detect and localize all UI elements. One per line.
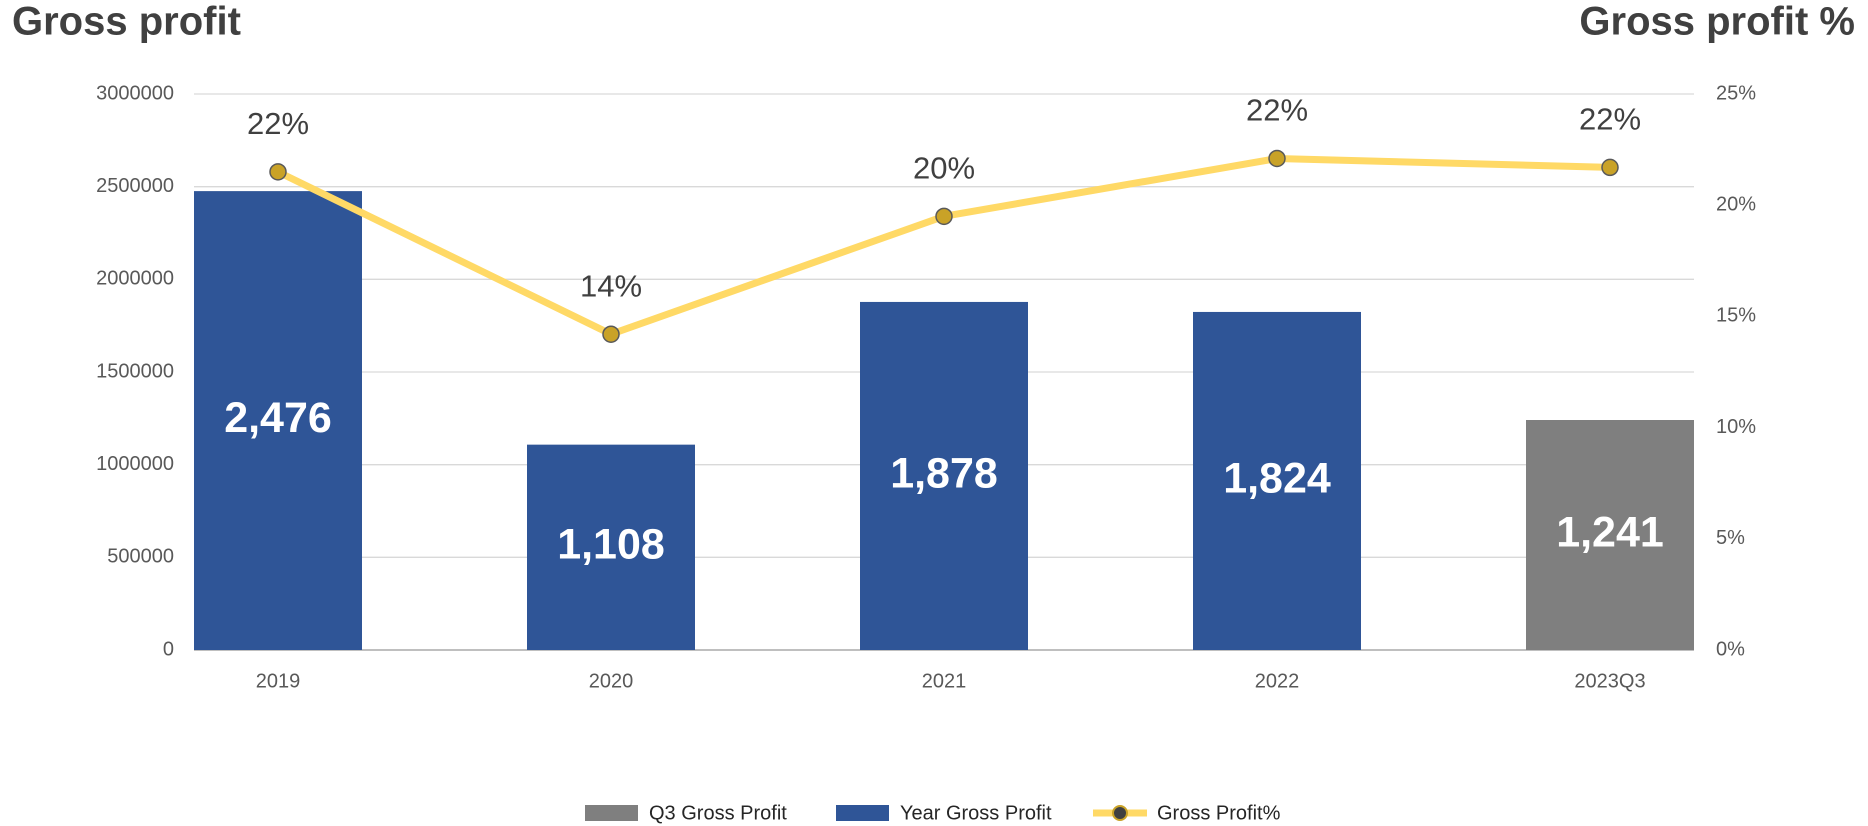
line-marker — [269, 163, 287, 181]
bar — [1193, 311, 1361, 650]
x-tick-label: 2022 — [1255, 670, 1300, 692]
legend-label: Gross Profit% — [1157, 802, 1281, 824]
line-marker — [935, 207, 953, 226]
chart-title: Gross profit — [12, 0, 241, 44]
bar-value-label: 2,476 — [224, 394, 332, 442]
line-marker — [602, 325, 620, 343]
y-tick-label: 2000000 — [96, 268, 174, 290]
y-tick-label: 3000000 — [96, 82, 174, 104]
line-value-label: 14% — [580, 268, 642, 303]
y2-tick-label: 10% — [1716, 416, 1756, 438]
x-tick-label: 2021 — [922, 670, 967, 692]
line-value-label: 22% — [1579, 102, 1641, 137]
y-tick-label: 1000000 — [96, 453, 174, 475]
bar-value-label: 1,824 — [1223, 454, 1331, 502]
bar-value-label: 1,878 — [890, 449, 998, 497]
y2-tick-label: 15% — [1716, 305, 1756, 327]
legend-swatch — [585, 805, 638, 821]
y-tick-label: 500000 — [107, 546, 174, 568]
y2-tick-label: 5% — [1716, 527, 1745, 549]
line-value-label: 22% — [1246, 93, 1308, 128]
y2-axis-title: Gross profit % — [1579, 0, 1855, 44]
legend-marker — [1112, 805, 1128, 821]
bar — [1526, 420, 1694, 650]
bar-value-label: 1,108 — [557, 521, 665, 569]
line-value-label: 20% — [913, 151, 975, 186]
y-tick-label: 0 — [163, 638, 174, 660]
y-tick-label: 1500000 — [96, 360, 174, 382]
x-tick-label: 2023Q3 — [1574, 670, 1645, 692]
bar — [527, 444, 695, 650]
legend-swatch — [836, 805, 889, 821]
line-value-label: 22% — [247, 106, 309, 141]
x-tick-label: 2020 — [589, 670, 634, 692]
line-marker — [1268, 149, 1286, 168]
y2-tick-label: 20% — [1716, 193, 1756, 215]
bar — [194, 191, 362, 650]
bar-value-label: 1,241 — [1556, 508, 1664, 556]
x-tick-label: 2019 — [256, 670, 301, 692]
legend-label: Year Gross Profit — [900, 802, 1052, 824]
y2-tick-label: 0% — [1716, 638, 1745, 660]
y2-tick-label: 25% — [1716, 82, 1756, 104]
legend-label: Q3 Gross Profit — [649, 802, 787, 824]
line-marker — [1601, 158, 1619, 177]
bar — [860, 301, 1028, 650]
y-tick-label: 2500000 — [96, 175, 174, 197]
